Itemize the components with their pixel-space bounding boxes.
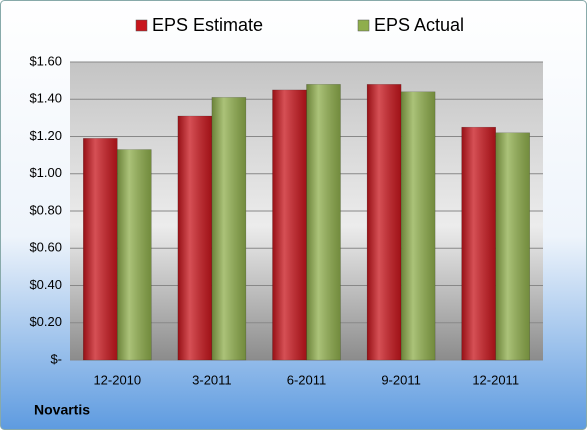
x-tick-label: 12-2010 [93,372,141,387]
bar [400,91,436,361]
legend-swatch [135,19,148,32]
x-tick-label: 12-2011 [472,372,519,387]
x-tick-label: 3-2011 [192,372,232,387]
y-tick-label: $1.00 [29,165,62,180]
bar [83,138,118,361]
bar [272,89,307,361]
y-tick-label: $1.20 [29,128,62,143]
company-label: Novartis [34,402,90,418]
legend-swatch [357,19,370,32]
bar [306,84,341,361]
y-tick-label: $1.60 [29,53,62,68]
y-tick-label: $0.60 [29,240,62,255]
y-tick-label: $0.40 [29,277,62,292]
bar [366,84,402,361]
bar [177,115,213,361]
y-tick-label: $0.20 [29,314,62,329]
bar [117,149,152,361]
legend-label: EPS Estimate [152,15,263,35]
x-tick-label: 6-2011 [287,372,327,387]
x-tick-label: 9-2011 [381,372,421,387]
bar [461,126,496,361]
y-tick-label: $0.80 [29,202,62,217]
y-tick-label: $- [50,351,62,366]
y-tick-label: $1.40 [29,91,62,106]
bar [495,132,530,361]
bar [211,97,247,361]
legend-label: EPS Actual [374,15,464,35]
